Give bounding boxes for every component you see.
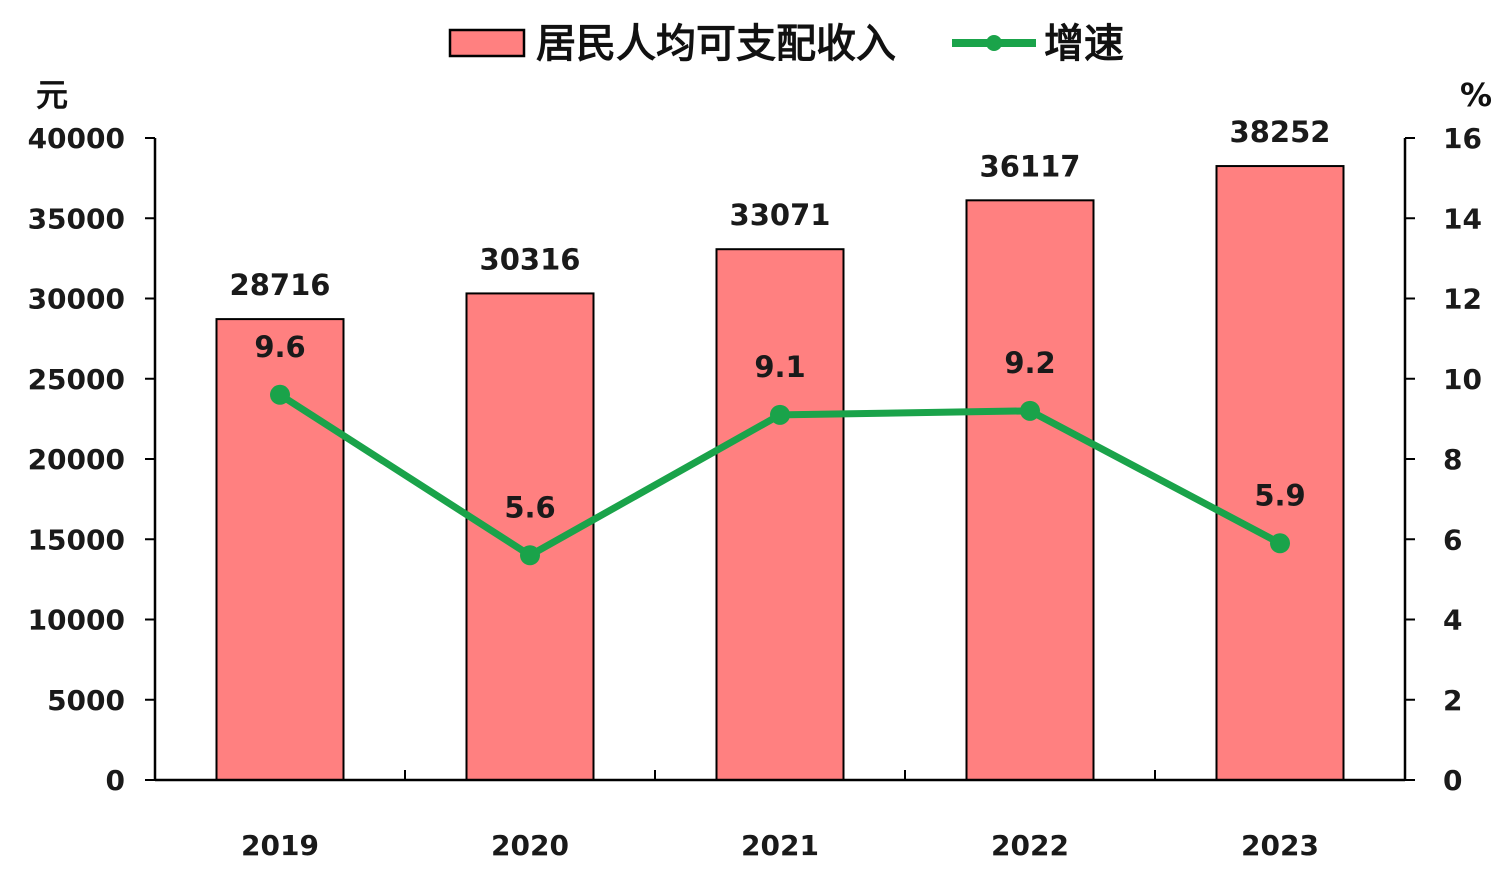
left-tick-label-35000: 35000 xyxy=(28,202,125,235)
legend-swatch-growth-marker xyxy=(986,35,1002,51)
right-tick-label-0: 0 xyxy=(1443,764,1462,797)
left-tick-label-30000: 30000 xyxy=(28,283,125,316)
growth-point-2022 xyxy=(1020,400,1040,421)
left-axis-unit: 元 xyxy=(36,76,68,114)
bar-value-label-2020: 30316 xyxy=(480,242,581,276)
bar-2022 xyxy=(965,199,1095,781)
bar-value-label-2023: 38252 xyxy=(1230,115,1331,149)
left-tick-label-20000: 20000 xyxy=(28,443,125,476)
x-tick-label-2020: 2020 xyxy=(491,829,569,862)
left-tick-label-25000: 25000 xyxy=(28,363,125,396)
left-tick-label-10000: 10000 xyxy=(28,604,125,637)
x-tick-label-2021: 2021 xyxy=(741,829,819,862)
growth-point-2020 xyxy=(520,545,540,566)
bar-2023 xyxy=(1215,165,1345,781)
growth-value-label-2020: 5.6 xyxy=(504,490,555,524)
right-tick-label-14: 14 xyxy=(1443,202,1482,235)
legend-label-income: 居民人均可支配收入 xyxy=(536,21,896,67)
legend-label-growth: 增速 xyxy=(1044,21,1124,67)
growth-value-label-2023: 5.9 xyxy=(1254,478,1305,512)
left-tick-label-0: 0 xyxy=(106,764,125,797)
axes: 0 5000 10000 15000 20000 25000 30000 35000 40000… xyxy=(28,122,1482,862)
x-tick-label-2023: 2023 xyxy=(1241,829,1319,862)
right-tick-label-6: 6 xyxy=(1443,523,1462,556)
legend: 居民人均可支配收入 增速 xyxy=(448,21,1124,67)
right-tick-label-12: 12 xyxy=(1443,283,1482,316)
right-tick-label-4: 4 xyxy=(1443,604,1462,637)
growth-value-label-2021: 9.1 xyxy=(754,350,805,384)
growth-point-2021 xyxy=(770,404,790,425)
x-tick-label-2019: 2019 xyxy=(241,829,319,862)
left-tick-label-5000: 5000 xyxy=(47,684,125,717)
left-tick-label-15000: 15000 xyxy=(28,523,125,556)
bar-value-label-2019: 28716 xyxy=(230,268,331,302)
right-tick-label-8: 8 xyxy=(1443,443,1462,476)
income-bars xyxy=(215,165,1345,781)
legend-swatch-income xyxy=(448,28,526,58)
bar-value-label-2021: 33071 xyxy=(730,198,831,232)
left-tick-label-40000: 40000 xyxy=(28,122,125,155)
growth-value-label-2019: 9.6 xyxy=(254,330,305,364)
right-tick-label-10: 10 xyxy=(1443,363,1482,396)
x-tick-label-2022: 2022 xyxy=(991,829,1069,862)
bar-value-label-2022: 36117 xyxy=(980,149,1081,183)
data-labels: 28716 30316 33071 36117 38252 9.6 5.6 9.1 9.2 5.9 xyxy=(230,115,1331,524)
growth-point-2023 xyxy=(1270,533,1290,554)
bar-2020 xyxy=(465,292,595,781)
growth-line-series xyxy=(270,384,1290,566)
right-axis-unit: % xyxy=(1460,76,1492,114)
growth-value-label-2022: 9.2 xyxy=(1004,346,1055,380)
right-tick-label-16: 16 xyxy=(1443,122,1482,155)
bar-2021 xyxy=(715,248,845,781)
growth-point-2019 xyxy=(270,384,290,405)
right-tick-label-2: 2 xyxy=(1443,684,1462,717)
